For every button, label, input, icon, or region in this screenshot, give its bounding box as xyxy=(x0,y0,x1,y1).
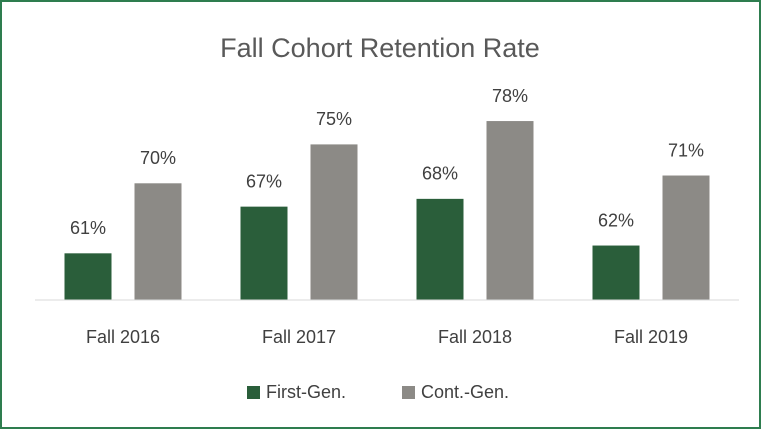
data-label: 71% xyxy=(668,140,704,160)
x-tick-label: Fall 2018 xyxy=(438,327,512,347)
data-label: 67% xyxy=(246,171,282,191)
bar xyxy=(592,245,640,300)
data-label: 62% xyxy=(598,210,634,230)
bar xyxy=(240,206,288,300)
bar xyxy=(134,183,182,300)
bar xyxy=(662,175,710,300)
data-label: 75% xyxy=(316,109,352,129)
data-label: 61% xyxy=(70,218,106,238)
bar xyxy=(416,198,464,300)
data-label: 78% xyxy=(492,86,528,106)
bar xyxy=(486,121,534,300)
x-tick-label: Fall 2017 xyxy=(262,327,336,347)
legend-swatch xyxy=(247,386,260,399)
bar xyxy=(64,253,112,300)
data-label: 68% xyxy=(422,164,458,184)
x-tick-label: Fall 2019 xyxy=(614,327,688,347)
legend-label: Cont.-Gen. xyxy=(421,382,509,402)
data-label: 70% xyxy=(140,148,176,168)
legend-swatch xyxy=(402,386,415,399)
legend-label: First-Gen. xyxy=(266,382,346,402)
x-tick-label: Fall 2016 xyxy=(86,327,160,347)
chart-title: Fall Cohort Retention Rate xyxy=(220,33,540,63)
bar xyxy=(310,144,358,300)
